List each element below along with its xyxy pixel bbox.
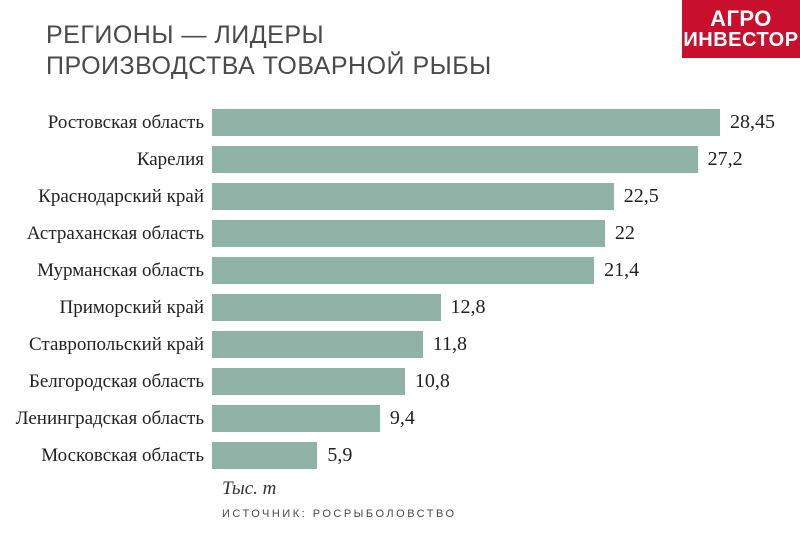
bar-area: 28,45 <box>212 109 800 136</box>
chart-row: Карелия 27,2 <box>0 141 800 178</box>
chart-row: Ленинградская область 9,4 <box>0 400 800 437</box>
bar-label: Ростовская область <box>0 112 212 134</box>
bar-area: 22,5 <box>212 183 800 210</box>
chart-row: Ростовская область 28,45 <box>0 104 800 141</box>
bar <box>212 442 317 469</box>
bar-label: Астраханская область <box>0 223 212 245</box>
bar-area: 11,8 <box>212 331 800 358</box>
chart-row: Краснодарский край 22,5 <box>0 178 800 215</box>
bar-area: 21,4 <box>212 257 800 284</box>
bar-value: 5,9 <box>327 444 352 467</box>
source-label: ИСТОЧНИК: РОСРЫБОЛОВСТВО <box>222 508 457 520</box>
bar-area: 27,2 <box>212 146 800 173</box>
bar-label: Мурманская область <box>0 260 212 282</box>
bar-area: 5,9 <box>212 442 800 469</box>
bar-value: 9,4 <box>390 407 415 430</box>
chart-row: Приморский край 12,8 <box>0 289 800 326</box>
bar-value: 22,5 <box>624 185 659 208</box>
bar-label: Краснодарский край <box>0 186 212 208</box>
bar-label: Ленинградская область <box>0 408 212 430</box>
title-line1: РЕГИОНЫ — ЛИДЕРЫ <box>46 20 492 51</box>
bar-area: 22 <box>212 220 800 247</box>
bar-label: Карелия <box>0 149 212 171</box>
bar <box>212 294 441 321</box>
bar-label: Приморский край <box>0 297 212 319</box>
title-line2: ПРОИЗВОДСТВА ТОВАРНОЙ РЫБЫ <box>46 51 492 82</box>
logo-line1: АГРО <box>710 7 772 30</box>
bar <box>212 183 614 210</box>
chart-row: Астраханская область 22 <box>0 215 800 252</box>
chart-row: Мурманская область 21,4 <box>0 252 800 289</box>
bar-value: 22 <box>615 222 635 245</box>
bar <box>212 331 423 358</box>
bar <box>212 368 405 395</box>
logo-line2: ИНВЕСТОР <box>683 30 798 51</box>
bar-value: 10,8 <box>415 370 450 393</box>
bar-chart: Ростовская область 28,45 Карелия 27,2 Красно… <box>0 104 800 474</box>
bar-value: 21,4 <box>604 259 639 282</box>
bar-value: 28,45 <box>730 111 775 134</box>
bar <box>212 405 380 432</box>
chart-title: РЕГИОНЫ — ЛИДЕРЫ ПРОИЗВОДСТВА ТОВАРНОЙ Р… <box>46 20 492 83</box>
bar-value: 12,8 <box>451 296 486 319</box>
bar-area: 12,8 <box>212 294 800 321</box>
brand-logo: АГРО ИНВЕСТОР <box>682 0 800 58</box>
chart-row: Московская область 5,9 <box>0 437 800 474</box>
bar-value: 27,2 <box>708 148 743 171</box>
bar <box>212 257 594 284</box>
bar-label: Московская область <box>0 445 212 467</box>
bar-area: 9,4 <box>212 405 800 432</box>
chart-row: Белгородская область 10,8 <box>0 363 800 400</box>
bar <box>212 220 605 247</box>
bar-label: Белгородская область <box>0 371 212 393</box>
bar-label: Ставропольский край <box>0 334 212 356</box>
unit-label: Тыс. т <box>222 478 276 500</box>
chart-row: Ставропольский край 11,8 <box>0 326 800 363</box>
bar <box>212 146 698 173</box>
bar-area: 10,8 <box>212 368 800 395</box>
bar-value: 11,8 <box>433 333 467 356</box>
bar <box>212 109 720 136</box>
